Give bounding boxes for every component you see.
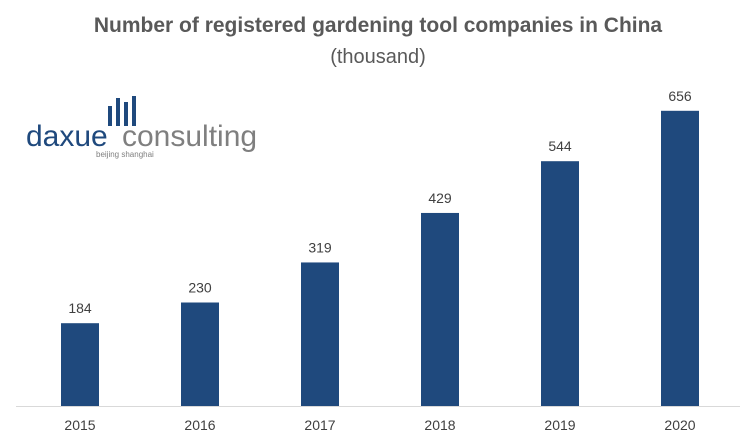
data-label-2020: 656 <box>668 88 692 104</box>
chart-title: Number of registered gardening tool comp… <box>93 14 663 37</box>
daxue-consulting-logo: daxue consulting beijing shanghai <box>26 96 257 159</box>
logo-bar-3 <box>124 102 128 126</box>
data-label-2015: 184 <box>68 300 92 316</box>
data-label-2016: 230 <box>188 280 212 296</box>
x-tick-label-2016: 2016 <box>184 417 215 433</box>
x-tick-label-2020: 2020 <box>664 417 695 433</box>
data-label-2017: 319 <box>308 239 332 255</box>
logo-text-consulting: consulting <box>122 120 257 153</box>
bar-2019 <box>541 161 579 406</box>
logo-bar-2 <box>116 98 120 126</box>
bar-2020 <box>661 110 699 407</box>
bar-2017 <box>301 262 339 406</box>
x-tick-label-2017: 2017 <box>304 417 335 433</box>
logo-text-daxue: daxue <box>26 120 108 153</box>
x-tick-label-2019: 2019 <box>544 417 575 433</box>
data-label-2019: 544 <box>548 138 572 154</box>
bar-2015 <box>61 323 99 406</box>
data-label-2018: 429 <box>428 190 452 206</box>
logo-bar-1 <box>108 106 112 126</box>
logo-tagline: beijing shanghai <box>96 150 154 159</box>
bar-2018 <box>421 212 459 406</box>
x-tick-label-2015: 2015 <box>64 417 95 433</box>
chart-subtitle: (thousand) <box>330 46 426 68</box>
logo-bar-4 <box>132 96 136 126</box>
x-tick-label-2018: 2018 <box>424 417 455 433</box>
bar-2016 <box>181 302 219 406</box>
